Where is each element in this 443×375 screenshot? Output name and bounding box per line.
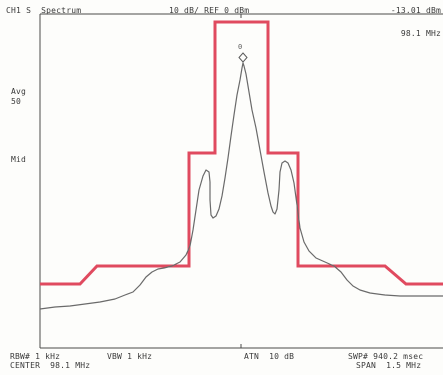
average-mode-label: Avg [11, 87, 27, 96]
scale-reference-label: 10 dB/ REF 0 dBm [169, 6, 250, 15]
marker-number-label: 0 [238, 43, 243, 51]
marker-level-readout: -13.01 dBm [390, 6, 441, 15]
vbw-setting: VBW 1 kHz [107, 352, 153, 361]
span-setting: SPAN 1.5 MHz [356, 361, 422, 370]
sweep-time-setting: SWP# 940.2 msec [348, 352, 424, 361]
detector-mode-label: Mid [11, 155, 27, 164]
rbw-setting: RBW# 1 kHz [10, 352, 61, 361]
emission-mask-line [40, 20, 443, 286]
attenuation-setting: ATN 10 dB [244, 352, 295, 361]
channel-title: CH1 S Spectrum [6, 6, 82, 15]
marker-frequency-readout: 98.1 MHz [400, 29, 441, 38]
average-count-value: 50 [11, 97, 22, 106]
center-frequency-setting: CENTER 98.1 MHz [10, 361, 91, 370]
marker-diamond-icon[interactable] [238, 52, 248, 63]
spectrum-trace-line [39, 62, 443, 310]
